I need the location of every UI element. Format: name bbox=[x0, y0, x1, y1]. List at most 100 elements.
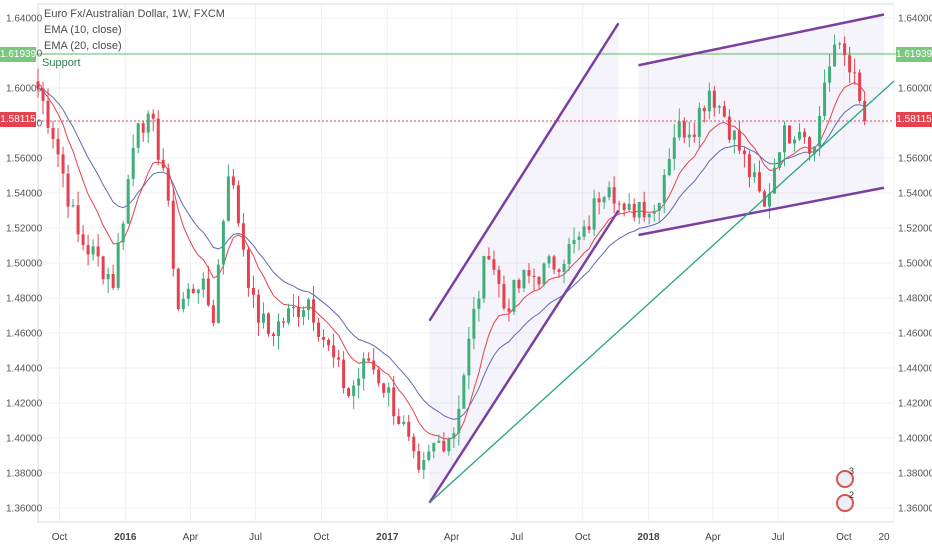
candle-down bbox=[51, 127, 55, 139]
ema10-legend[interactable]: EMA (10, close) bbox=[44, 24, 122, 36]
trend-lines bbox=[428, 13, 895, 504]
candle-up bbox=[452, 433, 456, 439]
candle-down bbox=[166, 168, 170, 201]
candle-down bbox=[407, 421, 411, 437]
candle-up bbox=[627, 203, 631, 210]
support-price-tag-left: 1.61939 bbox=[0, 47, 37, 62]
candle-down bbox=[417, 451, 421, 470]
candle-up bbox=[292, 306, 296, 309]
ideas-badge-icon[interactable] bbox=[836, 494, 854, 512]
ema20-legend[interactable]: EMA (20, close) bbox=[44, 40, 122, 52]
candle-down bbox=[622, 203, 626, 210]
candle-down bbox=[46, 100, 50, 128]
x-tick-label: Apr bbox=[705, 532, 721, 543]
y-tick-label-left: 1.56000 bbox=[6, 154, 43, 165]
y-tick-label-left: 1.48000 bbox=[6, 294, 43, 305]
candle-down bbox=[191, 288, 195, 294]
candle-up bbox=[126, 179, 130, 224]
candle-up bbox=[828, 66, 832, 83]
candle-down bbox=[803, 131, 807, 138]
candle-down bbox=[858, 72, 862, 101]
candle-up bbox=[687, 134, 691, 138]
candle-down bbox=[502, 283, 506, 309]
candle-up bbox=[657, 203, 661, 211]
candle-down bbox=[206, 278, 210, 306]
candle-up bbox=[752, 172, 756, 178]
candle-down bbox=[853, 72, 857, 74]
candle-down bbox=[161, 159, 165, 169]
y-tick-label-right: 1.60000 bbox=[898, 84, 932, 95]
y-tick-label-right: 1.48000 bbox=[898, 294, 932, 305]
y-tick-label-left: 1.52000 bbox=[6, 224, 43, 235]
channel-lower-line bbox=[428, 209, 620, 504]
y-tick-label-right: 1.54000 bbox=[898, 189, 932, 200]
x-tick-label: 2016 bbox=[114, 532, 137, 543]
candle-up bbox=[71, 205, 75, 207]
candle-up bbox=[181, 298, 185, 310]
candle-down bbox=[722, 106, 726, 117]
y-tick-label-left: 1.60000 bbox=[6, 84, 43, 95]
candle-down bbox=[532, 275, 536, 277]
x-tick-label: Oct bbox=[836, 532, 852, 543]
x-tick-label: Jul bbox=[510, 532, 523, 543]
candle-up bbox=[422, 459, 426, 470]
candle-down bbox=[632, 203, 636, 218]
candle-down bbox=[487, 256, 491, 260]
chart-grid bbox=[0, 3, 932, 523]
long-trendline bbox=[429, 80, 895, 504]
candle-down bbox=[517, 279, 521, 289]
candle-up bbox=[672, 137, 676, 159]
candle-down bbox=[111, 273, 115, 288]
candle-up bbox=[602, 197, 606, 203]
candle-up bbox=[677, 121, 681, 138]
y-tick-label-right: 1.46000 bbox=[898, 329, 932, 340]
ideas-badge-count: 2 bbox=[849, 490, 855, 500]
x-tick-label: Oct bbox=[314, 532, 330, 543]
y-tick-label-right: 1.42000 bbox=[898, 399, 932, 410]
y-tick-label-right: 1.40000 bbox=[898, 434, 932, 445]
y-tick-label-left: 1.44000 bbox=[6, 364, 43, 375]
candle-down bbox=[312, 299, 316, 323]
candle-down bbox=[246, 249, 250, 288]
candle-up bbox=[427, 451, 431, 460]
y-tick-label-left: 1.36000 bbox=[6, 504, 43, 515]
candle-up bbox=[226, 176, 230, 222]
y-tick-label-left: 1.46000 bbox=[6, 329, 43, 340]
candle-up bbox=[261, 313, 265, 323]
ema10-line bbox=[37, 81, 866, 440]
candle-up bbox=[357, 378, 361, 386]
y-tick-label-right: 1.64000 bbox=[898, 14, 932, 25]
symbol-title[interactable]: Euro Fx/Australian Dollar, 1W, FXCM bbox=[44, 8, 225, 20]
candle-down bbox=[281, 321, 285, 323]
candle-down bbox=[41, 88, 45, 101]
x-tick-label: Jul bbox=[772, 532, 785, 543]
candle-up bbox=[116, 242, 120, 288]
y-tick-label-left: 1.50000 bbox=[6, 259, 43, 270]
candle-down bbox=[347, 388, 351, 396]
candle-down bbox=[151, 113, 155, 119]
support-label[interactable]: Support bbox=[42, 57, 81, 69]
y-tick-label-right: 1.36000 bbox=[898, 504, 932, 515]
candle-down bbox=[507, 308, 511, 312]
candle-down bbox=[848, 55, 852, 73]
wedge-upper-line bbox=[638, 13, 885, 67]
candle-up bbox=[572, 239, 576, 245]
candle-down bbox=[377, 369, 381, 384]
candle-down bbox=[156, 118, 160, 160]
x-tick-label: 2017 bbox=[376, 532, 399, 543]
candle-down bbox=[442, 440, 446, 452]
candle-up bbox=[547, 256, 551, 264]
candle-down bbox=[236, 185, 240, 224]
last-price-tag-right: 1.58115 bbox=[896, 112, 932, 127]
candle-down bbox=[382, 383, 386, 393]
candle-up bbox=[582, 226, 586, 237]
candle-up bbox=[522, 270, 526, 289]
candle-down bbox=[327, 339, 331, 346]
candle-up bbox=[798, 131, 802, 140]
candle-up bbox=[813, 146, 817, 154]
candle-down bbox=[737, 130, 741, 151]
candle-up bbox=[432, 442, 436, 452]
candle-up bbox=[647, 213, 651, 218]
ideas-badge-icon[interactable] bbox=[836, 470, 854, 488]
